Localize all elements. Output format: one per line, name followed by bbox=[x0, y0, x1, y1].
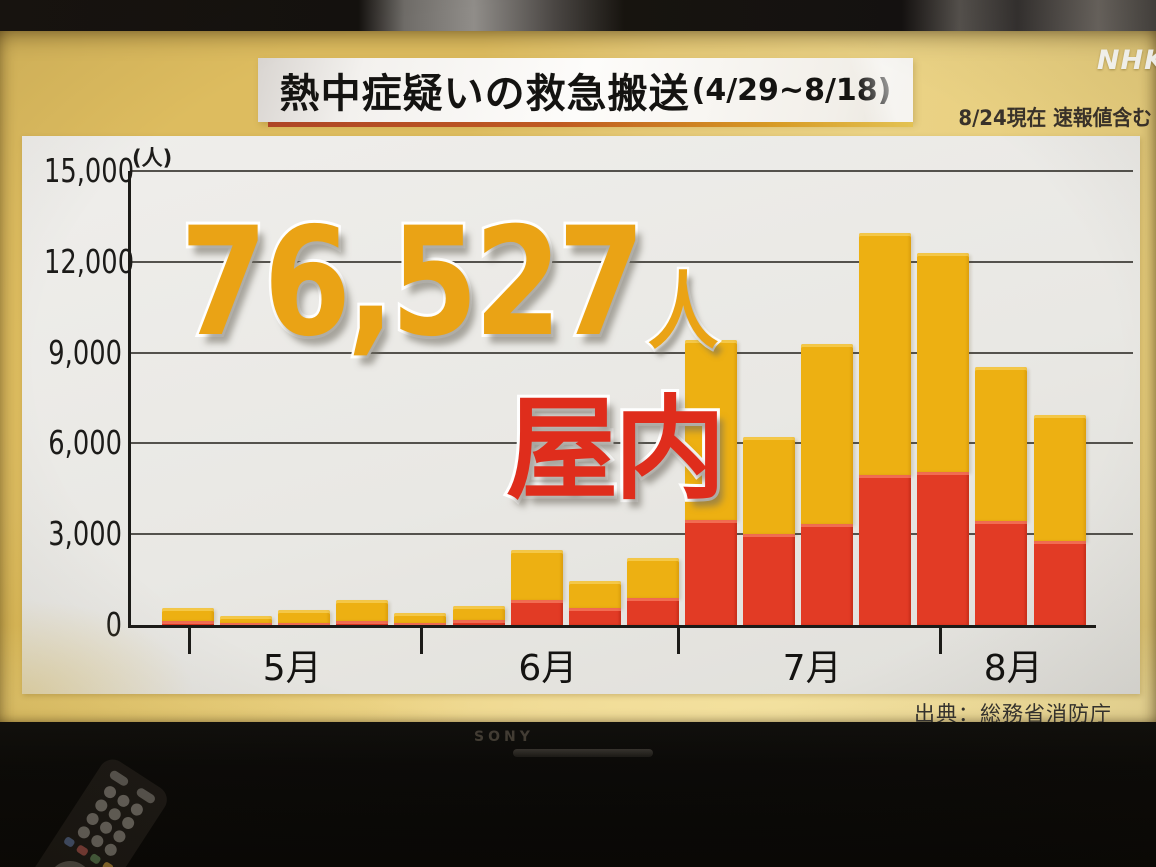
y-axis-tick-label: 9,000 bbox=[48, 332, 122, 372]
bar-week-5 bbox=[394, 613, 447, 625]
x-axis-month-label: 7月 bbox=[782, 648, 842, 689]
bar-segment-other bbox=[510, 549, 563, 600]
bar-week-7 bbox=[510, 549, 563, 625]
bar-segment-other bbox=[684, 339, 737, 521]
x-axis-month-label: 6月 bbox=[518, 648, 578, 689]
total-value: 76,527 bbox=[177, 196, 647, 370]
bar-segment-other bbox=[975, 366, 1028, 522]
x-axis-month-label: 5月 bbox=[262, 648, 322, 689]
x-axis-line bbox=[128, 625, 1096, 628]
bar-segment-indoor bbox=[975, 521, 1028, 625]
total-callout: 76,527 人 bbox=[177, 196, 721, 370]
x-axis-month-tick bbox=[938, 628, 942, 654]
bar-segment-other bbox=[859, 233, 912, 475]
bar-week-3 bbox=[278, 609, 331, 625]
bar-segment-other bbox=[568, 580, 621, 609]
bar-week-9 bbox=[626, 558, 679, 625]
banner-underline bbox=[268, 122, 913, 127]
bar-segment-indoor bbox=[162, 621, 214, 625]
y-axis-line bbox=[128, 171, 131, 628]
tv-bezel-top bbox=[0, 0, 1156, 31]
bar-week-6 bbox=[452, 605, 505, 625]
y-axis-tick-label: 0 bbox=[105, 605, 122, 644]
bar-segment-other bbox=[278, 609, 331, 623]
page-title: 熱中症疑いの救急搬送 bbox=[279, 71, 690, 117]
y-axis-tick-label: 3,000 bbox=[48, 514, 122, 554]
tv-screen: NHK 熱中症疑いの救急搬送(4/29~8/18) 8/24現在 速報値含む (… bbox=[0, 31, 1156, 722]
x-axis-month-tick bbox=[419, 628, 423, 654]
total-unit: 人 bbox=[646, 263, 721, 361]
bar-segment-indoor bbox=[1033, 541, 1086, 625]
bar-week-8 bbox=[568, 580, 621, 625]
bar-week-1 bbox=[162, 607, 214, 625]
bar-segment-indoor bbox=[510, 599, 563, 625]
gridline bbox=[130, 260, 1133, 263]
bar-week-11 bbox=[743, 436, 795, 625]
bar-chart: 0 3,000 6,000 9,000 12,000 15,000 5月 6月 7月 8月 bbox=[22, 136, 1140, 694]
bar-segment-indoor bbox=[394, 622, 447, 625]
bar-segment-other bbox=[743, 436, 795, 534]
y-axis-tick-label: 12,000 bbox=[44, 241, 135, 281]
bar-segment-other bbox=[452, 605, 505, 621]
bar-segment-indoor bbox=[626, 598, 679, 625]
x-axis-month-tick bbox=[676, 628, 680, 654]
gridline bbox=[130, 351, 1133, 354]
status-note: 8/24現在 速報値含む bbox=[958, 106, 1152, 130]
bar-segment-indoor bbox=[917, 471, 970, 625]
bar-segment-other bbox=[917, 253, 970, 472]
bar-segment-other bbox=[626, 558, 679, 599]
indoor-series-label: 屋内 bbox=[503, 385, 729, 515]
bar-segment-indoor bbox=[336, 621, 389, 625]
y-axis-unit-label: (人) bbox=[132, 146, 173, 170]
bar-segment-indoor bbox=[278, 622, 331, 625]
bar-segment-indoor bbox=[452, 620, 505, 625]
y-axis-tick-label: 6,000 bbox=[48, 423, 122, 463]
tv-bezel-bottom: SONY bbox=[0, 722, 1156, 867]
gridline bbox=[130, 170, 1133, 172]
title-banner: 熱中症疑いの救急搬送 (4/29~8/18) bbox=[258, 58, 913, 122]
title-period: (4/29~8/18) bbox=[691, 72, 892, 108]
bar-week-13 bbox=[859, 233, 912, 625]
bar-week-15 bbox=[975, 366, 1028, 625]
bar-segment-indoor bbox=[859, 474, 912, 625]
bar-week-2 bbox=[220, 616, 273, 625]
bar-week-14 bbox=[917, 253, 970, 625]
bezel-gloss-strip bbox=[513, 749, 653, 757]
gridline bbox=[130, 442, 1133, 445]
sony-logo: SONY bbox=[474, 729, 534, 745]
x-axis-month-tick bbox=[188, 628, 192, 654]
bar-segment-other bbox=[336, 600, 389, 622]
x-axis-month-label: 8月 bbox=[983, 648, 1043, 689]
bar-week-4 bbox=[336, 600, 389, 625]
y-axis-tick-label: 15,000 bbox=[44, 151, 135, 190]
bar-week-12 bbox=[801, 344, 854, 625]
bar-segment-indoor bbox=[801, 524, 854, 625]
chart-panel: (人) 0 3,000 6,000 9,000 12,000 15,000 5月 6月 7月 8月… bbox=[22, 136, 1140, 722]
bar-segment-other bbox=[1033, 414, 1086, 542]
bar-week-16 bbox=[1033, 414, 1086, 625]
bar-segment-other bbox=[162, 607, 214, 622]
source-credit: 出典：総務省消防庁 bbox=[914, 702, 1112, 722]
bar-segment-indoor bbox=[568, 608, 621, 625]
gridline bbox=[130, 533, 1133, 536]
bar-segment-indoor bbox=[743, 533, 795, 625]
bar-segment-indoor bbox=[684, 520, 737, 625]
bar-segment-indoor bbox=[220, 622, 273, 625]
nhk-logo: NHK bbox=[1096, 45, 1156, 76]
bar-segment-other bbox=[394, 613, 447, 623]
bar-segment-other bbox=[220, 616, 273, 623]
bar-week-10 bbox=[684, 339, 737, 625]
bar-segment-other bbox=[801, 344, 854, 525]
